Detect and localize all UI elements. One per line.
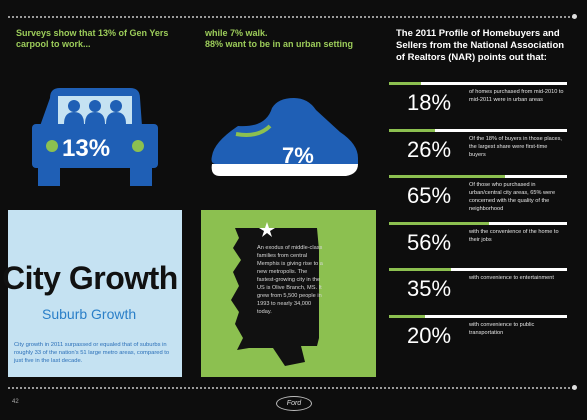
stat-description: with convenience to entertainment [469,275,554,281]
stat-bar-fill [389,221,489,225]
map-text: An exodus of middle-class families from … [257,245,323,315]
stat-bar-track [389,314,567,318]
car-icon [32,88,158,186]
stat-bar-track [389,82,567,85]
stat-row: 65% Of those who purchased in urban/centr… [389,175,567,223]
bottom-dotted-rule [8,387,574,389]
stat-bar-fill [389,175,505,178]
nar-header: The 2011 Profile of Homebuyers and Selle… [396,28,565,63]
stat-bar-fill [389,268,451,271]
stat-bar-track [389,128,567,132]
stat-value: 26% [407,136,452,162]
stat-value: 20% [407,322,452,348]
stat-description: with convenience to public transportatio… [469,321,535,336]
stat-row: 35% with convenience to entertainment [389,268,567,316]
walk-header: while 7% walk. 88% want to be in an urba… [205,28,354,49]
mississippi-map-icon [231,222,319,366]
stat-bar-fill [389,314,425,318]
stat-value: 56% [407,229,452,255]
stat-value: 65% [407,183,452,208]
city-growth-text: City growth in 2011 surpassed or equaled… [14,342,170,364]
city-growth-title: City Growth [2,260,178,296]
stat-description: with the convenience of the home to thei… [469,228,559,243]
olive-branch-star-icon [259,222,275,237]
stat-description: Of the 18% of buyers in those places, th… [469,135,562,158]
stat-row: 56% with the convenience of the home to t… [389,221,567,270]
stat-bar-fill [389,128,435,132]
city-growth-panel: City Growth Suburb Growth City growth in… [2,210,182,377]
stat-bar-fill [389,82,421,85]
stat-value: 35% [407,276,452,301]
carpool-header: Surveys show that 13% of Gen Yers carpoo… [16,28,169,49]
stat-description: of homes purchased from mid-2010 to mid-… [469,89,564,103]
suburb-growth-title: Suburb Growth [42,306,137,322]
map-panel: An exodus of middle-class families from … [201,210,376,377]
page-number: 42 [12,399,19,405]
stat-value: 18% [407,90,452,115]
ford-logo: Ford [276,396,312,411]
bottom-rule-end-dot [572,385,577,390]
stat-description: Of those who purchased in urban/central … [469,182,556,212]
shoe-icon [211,98,358,176]
stat-bar-track [389,268,567,271]
stat-row: 18% of homes purchased from mid-2010 to m… [389,82,567,130]
walk-percent: 7% [282,143,314,168]
stat-row: 26% Of the 18% of buyers in those places,… [389,128,567,177]
top-dotted-rule [8,16,574,18]
stat-row: 20% with convenience to public transporta… [389,314,567,363]
top-rule-end-dot [572,14,577,19]
carpool-percent: 13% [62,135,111,162]
